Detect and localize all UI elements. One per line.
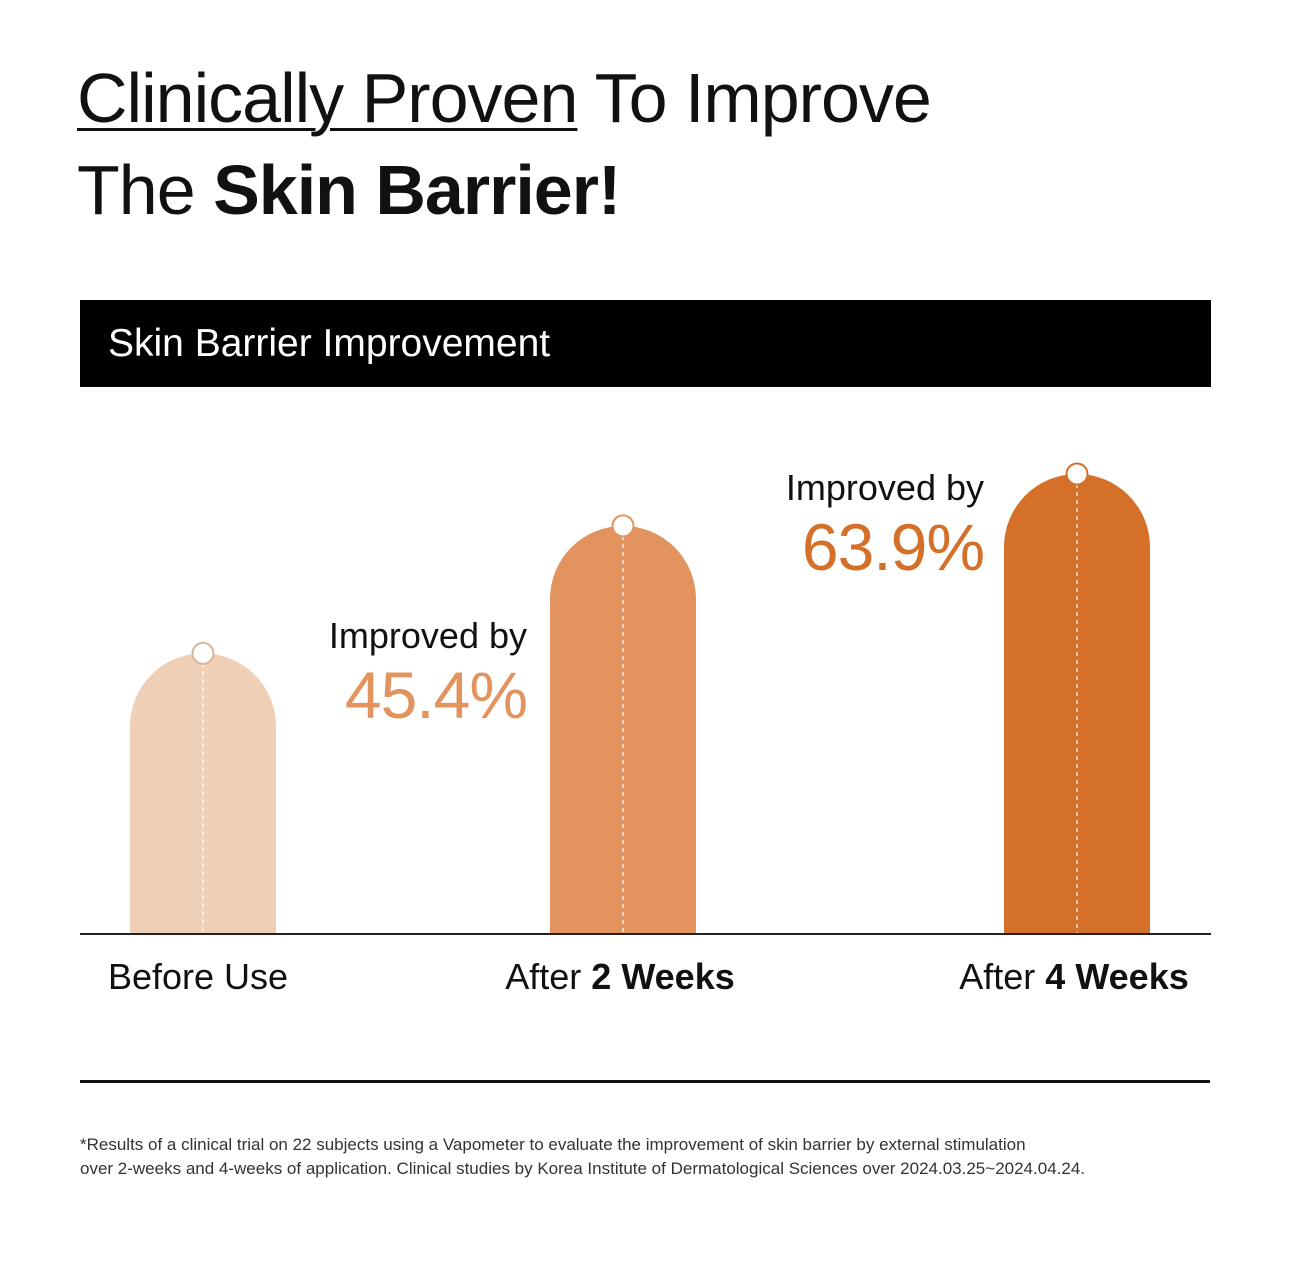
divider-line — [80, 1080, 1210, 1083]
x-tick-label-regular: Before Use — [107, 956, 289, 997]
data-label: 63.9% — [801, 510, 985, 584]
headline-line-1: Clinically Proven To Improve — [77, 52, 1227, 144]
footnote: *Results of a clinical trial on 22 subje… — [80, 1133, 1210, 1181]
bar-annotation: Improved by 63.9% — [785, 466, 985, 584]
headline-line-2: The Skin Barrier! — [77, 144, 1227, 236]
annotation-prefix: Improved by — [785, 467, 984, 508]
headline-underlined-text: Clinically Proven — [77, 59, 578, 137]
headline: Clinically Proven To Improve The Skin Ba… — [77, 52, 1227, 236]
data-label: 45.4% — [344, 658, 528, 732]
bar-top-marker — [191, 641, 215, 665]
headline-line-1-rest: To Improve — [577, 59, 932, 137]
x-tick-label: After 2 Weeks — [505, 955, 734, 999]
footnote-line-2: over 2-weeks and 4-weeks of application.… — [80, 1159, 1086, 1178]
x-tick-label-regular: After — [959, 956, 1046, 997]
annotation-prefix: Improved by — [328, 615, 527, 656]
footnote-line-1: *Results of a clinical trial on 22 subje… — [80, 1135, 1026, 1154]
x-tick-label-bold: 4 Weeks — [1045, 956, 1189, 997]
bar-top-marker — [1065, 462, 1089, 486]
bar-annotation: Improved by 45.4% — [328, 614, 528, 732]
section-header-bar: Skin Barrier Improvement — [80, 300, 1211, 387]
x-tick-label-bold: 2 Weeks — [591, 956, 735, 997]
x-tick-label: After 4 Weeks — [959, 955, 1188, 999]
bar-top-marker — [611, 514, 635, 538]
headline-line-2-bold: Skin Barrier! — [213, 151, 621, 229]
x-tick-label-regular: After — [505, 956, 592, 997]
section-title: Skin Barrier Improvement — [108, 322, 551, 365]
headline-line-2-regular: The — [77, 151, 214, 229]
x-tick-label: Before Use — [108, 955, 288, 999]
